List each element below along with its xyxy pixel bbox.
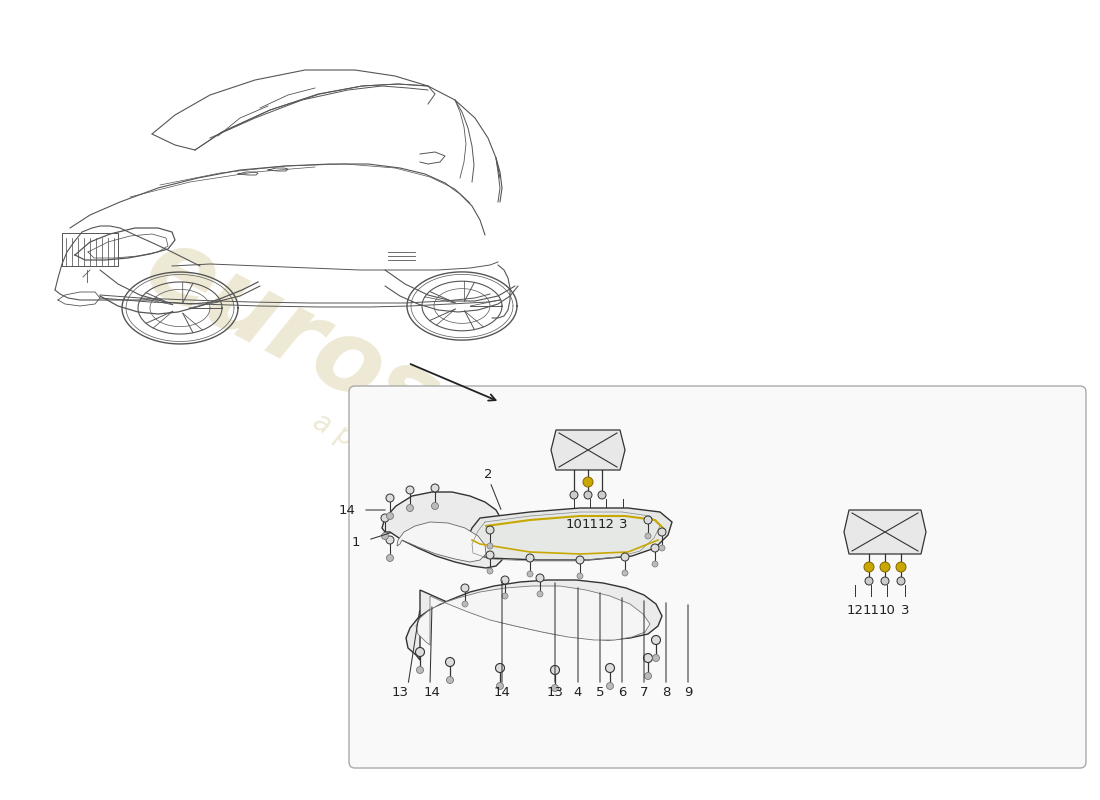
Circle shape xyxy=(652,654,660,662)
Circle shape xyxy=(502,593,508,599)
Circle shape xyxy=(644,654,652,662)
Circle shape xyxy=(606,682,614,690)
Circle shape xyxy=(462,601,468,607)
Circle shape xyxy=(652,561,658,567)
Circle shape xyxy=(486,551,494,559)
Circle shape xyxy=(461,584,469,592)
Circle shape xyxy=(645,533,651,539)
Circle shape xyxy=(416,647,425,657)
Circle shape xyxy=(864,562,874,572)
Circle shape xyxy=(651,544,659,552)
Circle shape xyxy=(431,502,439,510)
Polygon shape xyxy=(406,580,662,660)
FancyBboxPatch shape xyxy=(349,386,1086,768)
Text: 14: 14 xyxy=(338,503,355,517)
Polygon shape xyxy=(466,508,672,560)
Circle shape xyxy=(386,494,394,502)
Text: 14: 14 xyxy=(424,686,440,699)
Circle shape xyxy=(584,491,592,499)
Circle shape xyxy=(570,491,578,499)
Circle shape xyxy=(881,577,889,585)
Circle shape xyxy=(526,554,534,562)
Circle shape xyxy=(896,577,905,585)
Circle shape xyxy=(621,570,628,576)
Polygon shape xyxy=(844,510,926,554)
Circle shape xyxy=(865,577,873,585)
Circle shape xyxy=(896,562,906,572)
Circle shape xyxy=(382,533,388,539)
Circle shape xyxy=(381,514,389,522)
Circle shape xyxy=(406,486,414,494)
Polygon shape xyxy=(397,522,486,562)
Text: 5: 5 xyxy=(596,686,604,699)
Circle shape xyxy=(495,663,505,673)
Circle shape xyxy=(486,526,494,534)
Text: 8: 8 xyxy=(662,686,670,699)
Text: a passion for parts since 1985: a passion for parts since 1985 xyxy=(308,407,692,629)
Circle shape xyxy=(527,571,534,577)
Text: 14: 14 xyxy=(494,686,510,699)
Text: 12: 12 xyxy=(597,518,615,531)
Text: 10: 10 xyxy=(565,518,582,531)
Circle shape xyxy=(658,528,666,536)
Circle shape xyxy=(386,536,394,544)
Circle shape xyxy=(651,635,660,645)
Circle shape xyxy=(605,663,615,673)
Circle shape xyxy=(407,505,414,511)
Circle shape xyxy=(487,543,493,549)
Circle shape xyxy=(500,576,509,584)
Text: 9: 9 xyxy=(684,686,692,699)
Circle shape xyxy=(496,682,504,690)
Circle shape xyxy=(645,673,651,679)
Text: 4: 4 xyxy=(574,686,582,699)
Polygon shape xyxy=(551,430,625,470)
Circle shape xyxy=(644,516,652,524)
Circle shape xyxy=(583,477,593,487)
Circle shape xyxy=(417,666,424,674)
Circle shape xyxy=(386,513,394,519)
Circle shape xyxy=(537,591,543,597)
Text: 3: 3 xyxy=(618,518,627,531)
Circle shape xyxy=(536,574,544,582)
Text: 3: 3 xyxy=(901,604,910,617)
Text: 13: 13 xyxy=(392,686,408,699)
Circle shape xyxy=(431,484,439,492)
Circle shape xyxy=(578,573,583,579)
Circle shape xyxy=(621,553,629,561)
Text: 2: 2 xyxy=(484,469,493,482)
Text: 1: 1 xyxy=(352,535,360,549)
Text: 12: 12 xyxy=(847,604,864,617)
Polygon shape xyxy=(382,492,506,568)
Circle shape xyxy=(446,658,454,666)
Text: 10: 10 xyxy=(879,604,895,617)
Circle shape xyxy=(447,677,453,683)
Circle shape xyxy=(386,554,394,562)
Text: 6: 6 xyxy=(618,686,626,699)
Text: eurospares: eurospares xyxy=(128,218,733,602)
Circle shape xyxy=(551,685,559,691)
Circle shape xyxy=(880,562,890,572)
Text: 13: 13 xyxy=(547,686,563,699)
Text: 7: 7 xyxy=(640,686,648,699)
Text: 11: 11 xyxy=(582,518,598,531)
Circle shape xyxy=(576,556,584,564)
Circle shape xyxy=(659,545,666,551)
Circle shape xyxy=(550,666,560,674)
Circle shape xyxy=(598,491,606,499)
Polygon shape xyxy=(416,586,650,645)
Text: 11: 11 xyxy=(862,604,880,617)
Circle shape xyxy=(487,568,493,574)
